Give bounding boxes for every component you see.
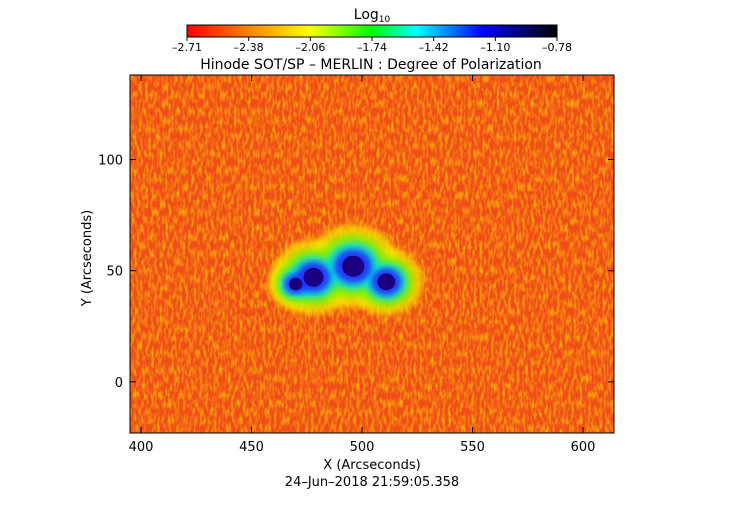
x-tick-label: 550: [460, 440, 485, 455]
colorbar-tick-label: –0.78: [542, 41, 572, 54]
sunspot: [342, 255, 365, 277]
plot-frame: [129, 74, 615, 434]
sunspot: [377, 273, 396, 291]
x-axis-label: X (Arcseconds): [323, 458, 420, 473]
active-region: [267, 224, 424, 316]
y-tick-label: 50: [106, 265, 123, 280]
x-tick-label: 600: [571, 440, 596, 455]
colorbar-tick-label: –1.74: [357, 41, 387, 54]
x-tick-label: 400: [129, 440, 154, 455]
colorbar: Log10 –2.71 –2.38 –2.06 –1.74 –1.42 –1.10 –0.7…: [172, 7, 572, 54]
x-tick-label: 500: [350, 440, 375, 455]
sunspot: [289, 277, 303, 291]
colorbar-tick-label: –2.71: [172, 41, 202, 54]
colorbar-tick-label: –2.38: [234, 41, 264, 54]
colorbar-tick-label: –2.06: [295, 41, 325, 54]
y-tick-label: 100: [98, 153, 123, 168]
colorbar-tick-label: –1.10: [480, 41, 510, 54]
y-axis-label: Y (Arcseconds): [80, 210, 95, 307]
colorbar-ticks: –2.71 –2.38 –2.06 –1.74 –1.42 –1.10 –0.78: [172, 37, 572, 54]
x-axis: 400 450 500 550 600: [129, 75, 596, 455]
sunspot: [303, 267, 324, 287]
colorbar-tick-label: –1.42: [419, 41, 449, 54]
timestamp: 24–Jun–2018 21:59:05.358: [285, 475, 459, 490]
y-axis: 0 50 100: [98, 153, 614, 391]
polarization-map: [130, 75, 614, 433]
chart-title: Hinode SOT/SP – MERLIN : Degree of Polar…: [200, 57, 542, 73]
x-tick-label: 450: [239, 440, 264, 455]
colorbar-label: Log10: [354, 7, 391, 25]
colorbar-gradient: [186, 24, 558, 38]
y-tick-label: 0: [115, 376, 123, 391]
